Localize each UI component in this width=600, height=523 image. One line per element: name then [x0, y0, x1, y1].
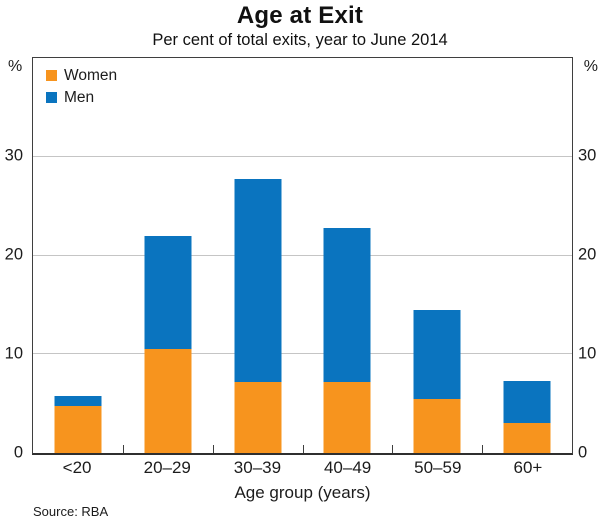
legend: Women Men: [46, 67, 117, 111]
x-axis-label-60: 60+: [513, 458, 543, 477]
bar-segment-women-50-59: [413, 398, 461, 453]
y-axis-labels-left-tick-20: 20: [4, 245, 23, 264]
y-axis-labels-right-tick-10: 10: [578, 344, 597, 362]
bar-segment-women-60: [503, 423, 551, 453]
x-axis-label-20-29: 20–29: [143, 458, 191, 477]
x-axis-label-30-39: 30–39: [233, 458, 282, 477]
legend-item-women: Women: [46, 67, 117, 84]
bar-segment-men-50-59: [413, 309, 461, 399]
bar-group-40-49: [303, 58, 393, 453]
source-note: Source: RBA: [33, 504, 109, 519]
x-axis-labels: <20 20–29 30–39 40–49 50–59 60+: [32, 458, 573, 478]
x-axis-label-40-49: 40–49: [323, 458, 372, 477]
bar-group-20: [33, 58, 123, 453]
bars: [33, 58, 572, 453]
bar-segment-women-20-29: [144, 349, 192, 453]
bar-group-60: [482, 58, 572, 453]
bar-group-30-39: [213, 58, 303, 453]
y-axis-unit-right: %: [583, 58, 598, 75]
bar-segment-men-40-49: [323, 227, 371, 382]
y-axis-labels-left-tick-30: 30: [4, 146, 23, 165]
gridline-10: [33, 353, 572, 355]
legend-label-women: Women: [64, 67, 118, 84]
x-axis-title: Age group (years): [234, 483, 371, 502]
x-axis-label-20: <20: [62, 458, 92, 477]
chart-title: Age at Exit: [236, 2, 364, 29]
y-axis-unit-left: %: [8, 58, 23, 75]
bar-segment-men-30-39: [234, 179, 282, 382]
x-axis-tick-4: [392, 445, 394, 453]
x-axis-tick-2: [212, 445, 214, 453]
bar-segment-women-40-49: [323, 381, 371, 453]
x-axis-tick-5: [482, 445, 484, 453]
legend-item-men: Men: [46, 89, 117, 106]
bar-segment-men-20-29: [144, 235, 192, 350]
legend-swatch-men: [46, 92, 57, 104]
bar-group-20-29: [123, 58, 213, 453]
bar-segment-women-20: [54, 405, 102, 453]
y-axis-labels-left: 0 10 20 30: [0, 57, 26, 459]
bar-group-50-59: [392, 58, 482, 453]
x-axis-tick-3: [302, 445, 304, 453]
legend-swatch-women: [46, 70, 57, 82]
chart-subtitle: Per cent of total exits, year to June 20…: [152, 31, 448, 49]
bar-segment-men-20: [54, 395, 102, 406]
y-axis-labels-right: 0 10 20 30: [574, 57, 600, 459]
legend-label-men: Men: [64, 89, 95, 107]
x-axis-label-50-59: 50–59: [414, 458, 462, 477]
bar-segment-women-30-39: [234, 381, 282, 453]
plot-area: Women Men: [32, 57, 573, 455]
bar-segment-men-60: [503, 380, 551, 424]
y-axis-labels-left-tick-0: 0: [13, 442, 23, 461]
y-axis-labels-right-tick-30: 30: [578, 146, 597, 165]
y-axis-labels-left-tick-10: 10: [4, 344, 23, 362]
y-axis-labels-right-tick-0: 0: [578, 442, 588, 461]
gridline-20: [33, 254, 572, 256]
y-axis-labels-right-tick-20: 20: [578, 245, 597, 264]
gridline-30: [33, 155, 572, 157]
x-axis-tick-1: [122, 445, 124, 453]
